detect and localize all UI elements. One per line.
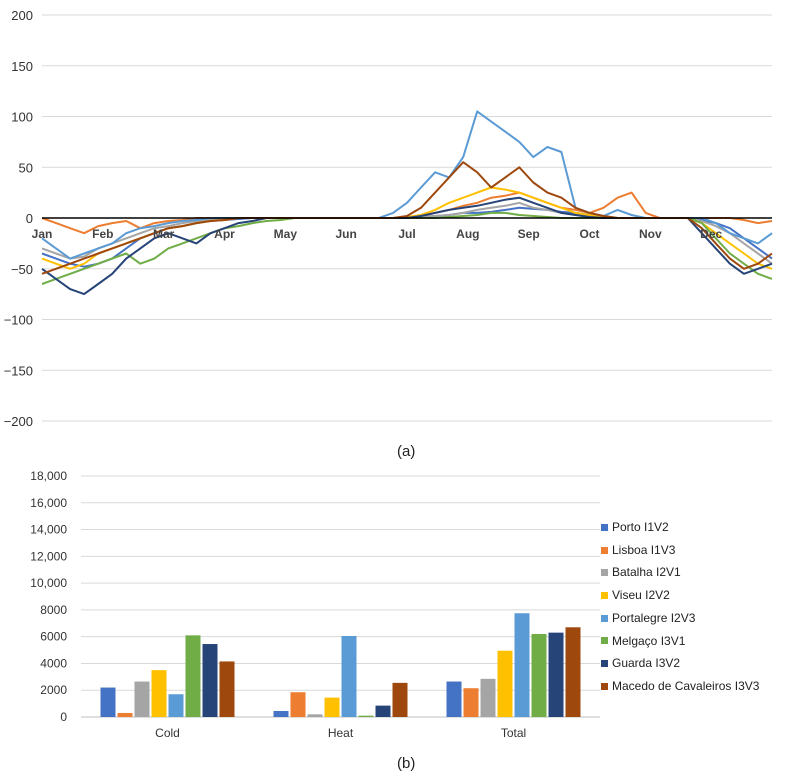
line-chart-month-labels: Jan Feb Mar Apr May Jun Jul Aug Sep Oct Nov Dec [32,227,723,241]
legend-label: Guarda I3V2 [612,656,681,671]
y-tick-label: 12,000 [30,549,67,563]
legend-label: Melgaço I3V1 [612,633,686,648]
y-tick-label: 2000 [40,683,67,697]
y-tick-label: 18,000 [30,469,67,483]
legend-swatch [601,682,608,690]
bar [392,682,408,717]
month-label: Jul [398,227,415,241]
y-tick-label: 150 [11,59,33,74]
month-label: Jan [32,227,53,241]
bar [168,694,184,717]
legend-item: Macedo de Cavaleiros I3V3 [601,675,759,698]
bar [117,712,133,717]
month-label: Oct [579,227,599,241]
y-tick-label: 0 [60,710,67,724]
month-label: Nov [639,227,662,241]
bar [273,710,289,717]
y-tick-label: 8000 [40,603,67,617]
bar [219,661,235,717]
month-label: May [274,227,298,241]
bar-chart-gridlines [81,475,600,718]
line-chart-series [41,110,773,296]
bar [548,632,564,717]
y-tick-label: 50 [19,160,33,175]
legend-item: Guarda I3V2 [601,652,759,675]
category-label: Heat [328,726,354,740]
legend-item: Porto I1V2 [601,516,759,539]
month-label: Jun [335,227,356,241]
bar [565,627,581,717]
legend-item: Melgaço I3V1 [601,630,759,653]
line-chart-gridlines [42,14,772,422]
category-label: Cold [155,726,180,740]
legend-swatch [601,614,608,622]
bar [324,697,340,717]
bar [290,692,306,717]
y-tick-label: 14,000 [30,523,67,537]
month-label: Sep [518,227,540,241]
bar [531,633,547,717]
category-label: Total [501,726,526,740]
bar-chart-category-labels: Cold Heat Total [155,726,526,740]
bar [341,635,357,717]
y-tick-label: 200 [11,8,33,23]
legend-item: Viseu I2V2 [601,584,759,607]
bar [463,688,479,717]
y-tick-label: 10,000 [30,576,67,590]
month-label: Dec [700,227,722,241]
legend-label: Portalegre I2V3 [612,610,696,625]
month-label: Feb [92,227,113,241]
legend-swatch [601,660,608,668]
legend-label: Porto I1V2 [612,520,669,534]
month-label: Mar [153,227,175,241]
legend-item: Batalha I2V1 [601,561,759,584]
series-line [41,196,773,296]
caption-b: (b) [397,755,416,772]
bar [100,687,116,717]
bar [375,705,391,717]
legend-item: Portalegre I2V3 [601,607,759,630]
bar-chart-legend: Porto I1V2 Lisboa I1V3 Batalha I2V1 Viseu I… [601,516,759,698]
legend-label: Lisboa I1V3 [612,542,676,557]
y-tick-label: 100 [11,110,33,125]
bar-chart-y-tick-labels: 0 2000 4000 6000 8000 10,000 12,000 14,000 16,00… [30,469,67,724]
legend-swatch [601,546,608,554]
month-label: Aug [456,227,479,241]
grouped-bar-chart: 0 2000 4000 6000 8000 10,000 12,000 14,000 16,00… [30,469,600,740]
bar [358,715,374,717]
bar [134,681,150,717]
y-tick-label: −50 [11,262,33,277]
bar [480,678,496,717]
y-tick-label: −150 [4,363,33,378]
bar [497,650,513,717]
caption-a: (a) [397,443,416,460]
bar [151,670,167,717]
daily-line-chart: 200 150 100 50 0 −50 −100 −150 −200 Jan Feb Mar Apr… [4,8,773,429]
legend-label: Macedo de Cavaleiros I3V3 [612,678,760,693]
legend-label: Viseu I2V2 [612,588,670,603]
bar [202,644,218,717]
legend-swatch [601,637,608,645]
y-tick-label: 16,000 [30,496,67,510]
bar [307,714,323,717]
bar [185,635,201,717]
y-tick-label: 6000 [40,630,67,644]
bar [446,681,462,717]
y-tick-label: −200 [4,414,33,429]
y-tick-label: 4000 [40,656,67,670]
month-label: Apr [214,227,235,241]
y-tick-label: 0 [26,211,33,226]
legend-swatch [601,591,608,599]
bar-chart-bars [100,613,581,717]
legend-swatch [601,569,608,577]
y-tick-label: −100 [4,313,33,328]
bar [514,613,530,717]
line-chart-y-tick-labels: 200 150 100 50 0 −50 −100 −150 −200 [4,8,33,429]
legend-label: Batalha I2V1 [612,565,681,580]
legend-swatch [601,523,608,531]
legend-item: Lisboa I1V3 [601,539,759,562]
